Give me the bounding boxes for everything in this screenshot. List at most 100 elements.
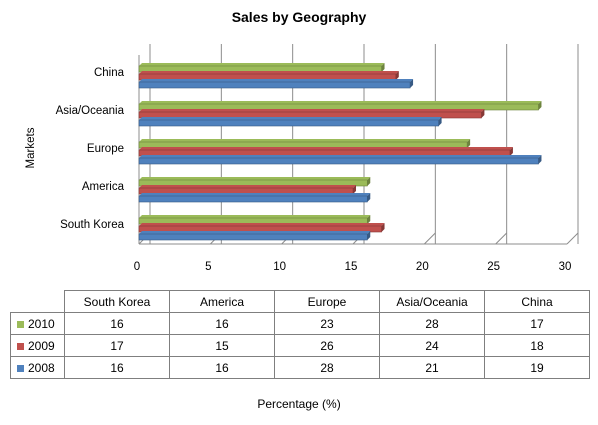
x-tick-label: 15 bbox=[345, 261, 358, 273]
category-labels: South Korea America Europe Asia/Oceania Chin… bbox=[56, 67, 125, 231]
table-column-header: America bbox=[169, 290, 275, 313]
bar-2010-europe bbox=[138, 139, 471, 149]
bar-end bbox=[395, 71, 399, 80]
table-cell: 28 bbox=[379, 312, 485, 335]
x-tick-label: 20 bbox=[416, 261, 429, 273]
bar-top bbox=[139, 101, 542, 104]
bar-top bbox=[139, 185, 356, 188]
bar-2009-south-korea bbox=[138, 223, 385, 233]
legend-swatch-icon bbox=[17, 342, 24, 350]
x-tick-label: 10 bbox=[273, 261, 286, 273]
bar-front bbox=[138, 233, 368, 241]
bar-end bbox=[367, 177, 371, 186]
x-axis-title: Percentage (%) bbox=[257, 397, 341, 411]
chart-area: Sales by Geography South Korea America Eur… bbox=[25, 9, 579, 273]
bar-2008-america bbox=[138, 193, 371, 203]
bar-end bbox=[538, 155, 542, 164]
bar-end bbox=[381, 223, 385, 232]
bar-end bbox=[367, 231, 371, 240]
bar-2009-america bbox=[138, 185, 356, 195]
legend-label: 2008 bbox=[28, 360, 55, 375]
x-tick-label: 0 bbox=[134, 261, 140, 273]
bar-top bbox=[139, 223, 385, 226]
legend-swatch-icon bbox=[17, 364, 24, 372]
table-row: 2010 16 16 23 28 17 bbox=[10, 312, 590, 335]
bar-top bbox=[139, 177, 371, 180]
gridline-floor bbox=[423, 232, 436, 245]
legend-key: 2009 bbox=[10, 334, 65, 357]
bar-2009-europe bbox=[138, 147, 513, 157]
bar-top bbox=[139, 79, 414, 82]
bar-end bbox=[381, 63, 385, 72]
table-cell: 21 bbox=[379, 356, 485, 379]
bar-top bbox=[139, 117, 442, 120]
bar-top bbox=[139, 139, 471, 142]
bar-top bbox=[139, 193, 371, 196]
bar-end bbox=[438, 117, 442, 126]
table-row: 2009 17 15 26 24 18 bbox=[10, 334, 590, 357]
bar-2008-south-korea bbox=[138, 231, 371, 241]
table-cell: 16 bbox=[64, 312, 170, 335]
x-tick-label: 5 bbox=[205, 261, 211, 273]
x-tick-label: 25 bbox=[487, 261, 500, 273]
category-label: Europe bbox=[87, 143, 124, 155]
x-tick-label: 30 bbox=[559, 261, 572, 273]
table-header-row: South Korea America Europe Asia/Oceania Chin… bbox=[11, 290, 590, 313]
table-cell: 17 bbox=[64, 334, 170, 357]
table-cell: 16 bbox=[64, 356, 170, 379]
bar-end bbox=[538, 101, 542, 110]
bar-2010-south-korea bbox=[138, 215, 371, 225]
table-column-header: China bbox=[484, 290, 590, 313]
table-cell: 19 bbox=[484, 356, 590, 379]
category-label: America bbox=[82, 181, 125, 193]
bar-front bbox=[138, 119, 439, 127]
gridline-floor bbox=[566, 232, 579, 245]
bar-end bbox=[410, 79, 414, 88]
bar-end bbox=[509, 147, 513, 156]
bar-end bbox=[367, 193, 371, 202]
legend-label: 2009 bbox=[28, 338, 55, 353]
bar-front bbox=[138, 195, 368, 203]
table-cell: 16 bbox=[169, 312, 275, 335]
bar-front bbox=[138, 157, 539, 165]
data-table: South Korea America Europe Asia/Oceania Chin… bbox=[10, 290, 590, 379]
table-row: 2008 16 16 28 21 19 bbox=[10, 356, 590, 379]
category-label: China bbox=[94, 67, 125, 79]
table-corner bbox=[11, 291, 65, 313]
bar-end bbox=[467, 139, 471, 148]
bar-top bbox=[139, 215, 371, 218]
bar-2010-america bbox=[138, 177, 371, 187]
legend-key: 2010 bbox=[10, 312, 65, 335]
bar-top bbox=[139, 155, 542, 158]
legend-label: 2010 bbox=[28, 316, 55, 331]
bar-2008-asia-oceania bbox=[138, 117, 442, 127]
chart-title: Sales by Geography bbox=[232, 9, 367, 25]
bar-2009-asia-oceania bbox=[138, 109, 485, 119]
table-cell: 16 bbox=[169, 356, 275, 379]
bar-2008-europe bbox=[138, 155, 542, 165]
gridline-floor bbox=[495, 232, 508, 245]
table-cell: 18 bbox=[484, 334, 590, 357]
bar-end bbox=[353, 185, 356, 194]
table-column-header: South Korea bbox=[64, 290, 170, 313]
bar-front bbox=[138, 81, 411, 89]
bar-top bbox=[139, 71, 399, 74]
table-body: 2010 16 16 23 28 17 2009 17 15 26 24 18 2008 16 16 28 21… bbox=[10, 312, 590, 379]
legend-swatch-icon bbox=[17, 320, 24, 328]
table-cell: 26 bbox=[274, 334, 380, 357]
table-column-header: Europe bbox=[274, 290, 380, 313]
bar-2008-china bbox=[138, 79, 414, 89]
table-cell: 24 bbox=[379, 334, 485, 357]
bar-top bbox=[139, 147, 513, 150]
bar-top bbox=[139, 231, 371, 234]
bar-2010-china bbox=[138, 63, 385, 73]
bar-2010-asia-oceania bbox=[138, 101, 542, 111]
table-cell: 23 bbox=[274, 312, 380, 335]
table-cell: 28 bbox=[274, 356, 380, 379]
bar-2009-china bbox=[138, 71, 399, 81]
bars bbox=[138, 63, 542, 241]
bar-top bbox=[139, 109, 485, 112]
bar-end bbox=[481, 109, 485, 118]
table-cell: 15 bbox=[169, 334, 275, 357]
category-label: Asia/Oceania bbox=[56, 105, 125, 117]
